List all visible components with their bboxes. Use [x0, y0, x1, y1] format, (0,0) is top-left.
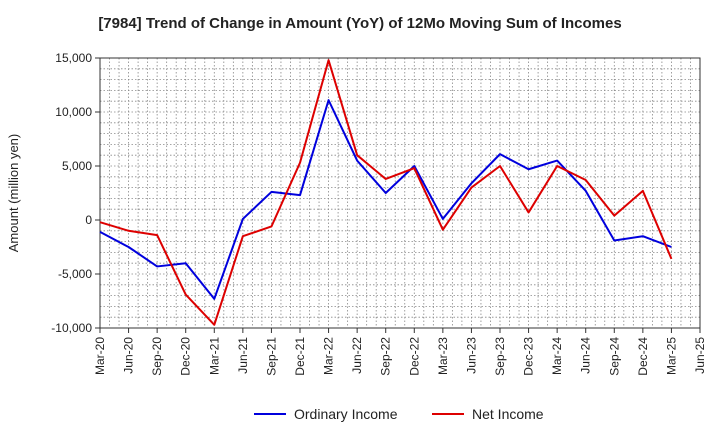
x-tick-label: Sep-22: [379, 337, 393, 376]
y-tick-label: -10,000: [51, 321, 92, 335]
x-tick-label: Jun-24: [579, 337, 593, 374]
x-tick-label: Sep-20: [150, 337, 164, 376]
grid: [100, 58, 700, 328]
x-tick-label: Mar-24: [550, 337, 564, 375]
y-tick-label: -5,000: [58, 267, 92, 281]
y-tick-label: 10,000: [55, 105, 92, 119]
x-tick-label: Dec-23: [522, 337, 536, 376]
x-tick-label: Dec-24: [636, 337, 650, 376]
x-tick-label: Mar-20: [93, 337, 107, 375]
x-tick-label: Dec-21: [293, 337, 307, 376]
series-line-net-income: [99, 59, 673, 326]
plot-area: [99, 57, 701, 329]
x-tick-label: Jun-23: [464, 337, 478, 374]
x-tick-label: Jun-21: [236, 337, 250, 374]
legend-label: Ordinary Income: [294, 406, 398, 422]
x-tick-label: Jun-20: [122, 337, 136, 374]
x-tick-label: Jun-25: [693, 337, 707, 374]
legend-label: Net Income: [472, 406, 544, 422]
y-axis: -10,000 -5,000 0 5,000 10,000 15,000: [51, 51, 100, 335]
x-tick-label: Sep-24: [607, 337, 621, 376]
x-axis: Mar-20 Jun-20 Sep-20 Dec-20 Mar-21 Jun-21 Sep-…: [93, 328, 707, 376]
x-tick-label: Dec-20: [179, 337, 193, 376]
x-tick-label: Mar-23: [436, 337, 450, 375]
x-tick-label: Dec-22: [407, 337, 421, 376]
x-tick-label: Mar-22: [322, 337, 336, 375]
series-lines: [99, 59, 673, 326]
x-tick-label: Mar-25: [664, 337, 678, 375]
chart-title: [7984] Trend of Change in Amount (YoY) o…: [98, 15, 622, 32]
y-axis-label: Amount (million yen): [6, 134, 21, 253]
legend: Ordinary Income Net Income: [254, 406, 544, 422]
series-line-ordinary-income: [99, 99, 672, 300]
x-tick-label: Jun-22: [350, 337, 364, 374]
y-tick-label: 15,000: [55, 51, 92, 65]
y-tick-label: 0: [85, 213, 92, 227]
x-tick-label: Sep-23: [493, 337, 507, 376]
x-tick-label: Mar-21: [207, 337, 221, 375]
x-tick-label: Sep-21: [264, 337, 278, 376]
y-tick-label: 5,000: [62, 159, 92, 173]
